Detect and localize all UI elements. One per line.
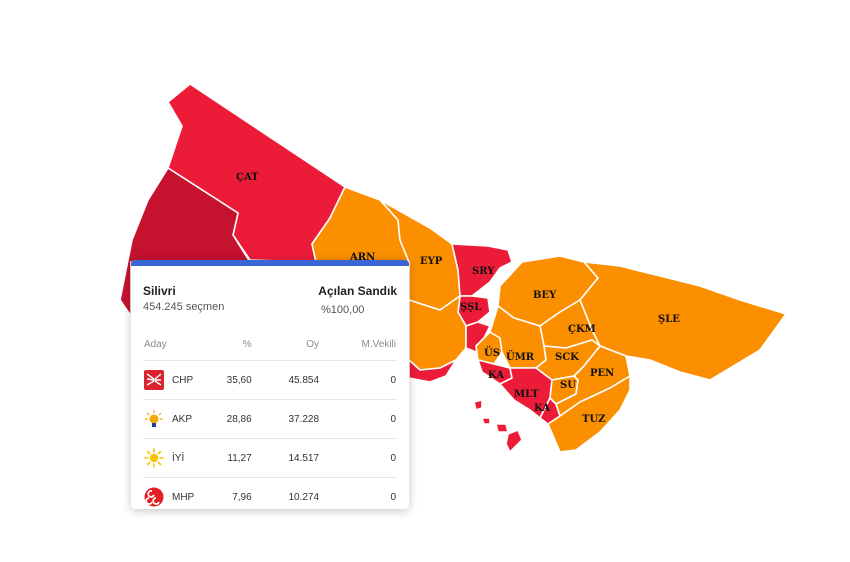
party-name: MHP — [172, 491, 195, 503]
label-sck: SCK — [555, 352, 579, 363]
col-candidate: Aday — [144, 338, 167, 350]
party-percent: 28,86 — [222, 399, 253, 439]
card-accent-bar — [131, 260, 409, 266]
label-tuz: TUZ — [582, 414, 605, 425]
label-su: SU — [560, 380, 576, 391]
party-deputies: 0 — [320, 438, 397, 478]
col-percent: % — [242, 338, 252, 350]
table-row[interactable]: MHP 7,96 10.274 0 — [143, 477, 397, 509]
district-result-card: Silivri 454.245 seçmen Açılan Sandık %10… — [131, 260, 409, 509]
iyi-sun-icon — [144, 448, 164, 468]
akp-light-bulb-icon — [144, 409, 164, 429]
island-4 — [505, 429, 523, 453]
district-title: Silivri — [143, 284, 176, 298]
label-cat: ÇAT — [236, 172, 259, 183]
col-votes: Oy — [306, 338, 320, 350]
party-deputies: 0 — [320, 477, 397, 509]
label-ka-2: KA — [534, 403, 550, 414]
party-votes: 45.854 — [252, 360, 321, 400]
card-header: Silivri 454.245 seçmen Açılan Sandık %10… — [131, 266, 409, 328]
col-deputies: M.Vekili — [361, 338, 396, 350]
party-name: CHP — [172, 374, 194, 386]
label-umr: ÜMR — [506, 350, 535, 363]
results-table: Aday % Oy M.Vekili — [143, 328, 397, 509]
label-sle: ŞLE — [658, 314, 680, 325]
label-ckm: ÇKM — [568, 324, 596, 335]
opened-ballot-title: Açılan Sandık — [318, 284, 397, 298]
party-votes: 10.274 — [252, 477, 321, 509]
party-votes: 14.517 — [252, 438, 321, 478]
label-pen: PEN — [590, 368, 614, 379]
party-name: İYİ — [172, 452, 185, 464]
party-votes: 37.228 — [252, 399, 321, 439]
table-row[interactable]: İYİ 11,27 14.517 0 — [143, 438, 397, 478]
voter-count: 454.245 seçmen — [143, 301, 225, 313]
party-percent: 7,96 — [222, 477, 253, 509]
table-header-row: Aday % Oy M.Vekili — [143, 328, 397, 361]
party-percent: 11,27 — [222, 438, 253, 478]
party-name: AKP — [172, 413, 193, 425]
label-sry: SRY — [472, 266, 495, 277]
label-eyp: EYP — [420, 256, 443, 267]
table-row[interactable]: CHP 35,60 45.854 0 — [143, 360, 397, 400]
chp-six-arrows-icon — [144, 370, 164, 390]
label-mlt: MLT — [514, 389, 539, 400]
label-bey: BEY — [533, 290, 557, 301]
district-sariyer[interactable] — [451, 243, 513, 297]
opened-ballot-value: %100,00 — [321, 304, 365, 316]
label-us: ÜS — [484, 346, 500, 359]
table-row[interactable]: AKP 28,86 37.228 0 — [143, 399, 397, 439]
label-ka: KA — [488, 370, 504, 381]
district-tuzla[interactable] — [547, 375, 631, 453]
party-percent: 35,60 — [222, 360, 253, 400]
district-european-south[interactable] — [408, 359, 457, 383]
party-deputies: 0 — [320, 399, 397, 439]
island-3 — [495, 423, 509, 433]
mhp-three-crescents-icon — [144, 487, 164, 507]
label-ssl: ŞŞL — [460, 302, 481, 313]
label-arn: ARN — [349, 252, 375, 263]
island-1 — [473, 399, 483, 411]
island-2 — [481, 417, 491, 425]
party-deputies: 0 — [320, 360, 397, 400]
